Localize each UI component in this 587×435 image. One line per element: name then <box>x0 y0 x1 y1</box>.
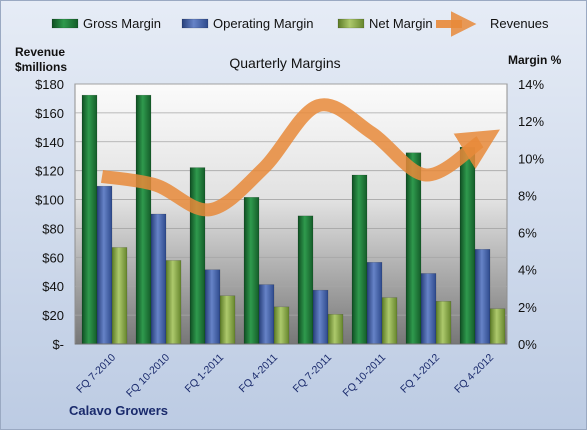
revenue-line <box>100 98 500 217</box>
bar-gross-margin <box>459 146 476 345</box>
y-right-tick-label: 2% <box>518 300 537 315</box>
y-left-tick-label: $60 <box>42 250 64 265</box>
bar-gross-margin <box>243 197 260 345</box>
y-left-tick-label: $80 <box>42 221 64 236</box>
bar-operating-margin <box>474 249 491 345</box>
bar-gross-margin <box>189 167 206 345</box>
y-left-tick-label: $140 <box>35 135 64 150</box>
y-left-tick-label: $20 <box>42 308 64 323</box>
y-left-tick-label: $180 <box>35 77 64 92</box>
bar-net-margin <box>489 308 506 345</box>
y-right-tick-label: 4% <box>518 263 537 278</box>
y-right-tick-label: 6% <box>518 226 537 241</box>
bar-operating-margin <box>420 273 437 345</box>
y-left-tick-label: $- <box>52 337 64 352</box>
bar-operating-margin <box>204 269 221 345</box>
bar-net-margin <box>435 301 452 345</box>
y-left-label-line1: Revenue <box>15 45 65 59</box>
bar-gross-margin <box>297 215 314 345</box>
footer-company: Calavo Growers <box>69 403 168 418</box>
y-left-tick-label: $120 <box>35 164 64 179</box>
bar-gross-margin <box>81 94 98 345</box>
bar-operating-margin <box>258 284 275 345</box>
bar-net-margin <box>165 260 182 345</box>
bar-operating-margin <box>366 262 383 345</box>
bar-gross-margin <box>405 152 422 345</box>
bar-gross-margin <box>135 94 152 345</box>
bar-net-margin <box>273 306 290 345</box>
legend-swatch-net-margin <box>337 18 365 29</box>
y-left-label-line2: $millions <box>15 60 67 74</box>
revenue-line-path <box>100 98 500 217</box>
y-left-tick-label: $100 <box>35 193 64 208</box>
y-left-tick-label: $160 <box>35 106 64 121</box>
legend-label: Gross Margin <box>83 16 161 31</box>
bar-operating-margin <box>312 289 329 345</box>
chart-title: Quarterly Margins <box>229 55 340 71</box>
y-right-tick-label: 10% <box>518 151 544 166</box>
legend-label: Revenues <box>490 16 549 31</box>
legend-swatch-gross-margin <box>51 18 79 29</box>
bar-operating-margin <box>150 213 167 345</box>
bar-net-margin <box>219 295 236 345</box>
y-left-tick-label: $40 <box>42 279 64 294</box>
bar-operating-margin <box>96 185 113 345</box>
bar-series <box>81 94 506 345</box>
y-right-tick-label: 8% <box>518 188 537 203</box>
y-right-tick-label: 0% <box>518 337 537 352</box>
bar-gross-margin <box>351 174 368 345</box>
legend-label: Net Margin <box>369 16 433 31</box>
bar-net-margin <box>111 247 128 345</box>
bar-net-margin <box>327 314 344 345</box>
legend: Gross Margin Operating Margin Net Margin Re… <box>51 11 549 37</box>
legend-swatch-operating-margin <box>181 18 209 29</box>
y-right-tick-label: 14% <box>518 77 544 92</box>
legend-label: Operating Margin <box>213 16 313 31</box>
y-right-tick-label: 12% <box>518 114 544 129</box>
y-right-label: Margin % <box>508 53 562 67</box>
bar-net-margin <box>381 297 398 345</box>
